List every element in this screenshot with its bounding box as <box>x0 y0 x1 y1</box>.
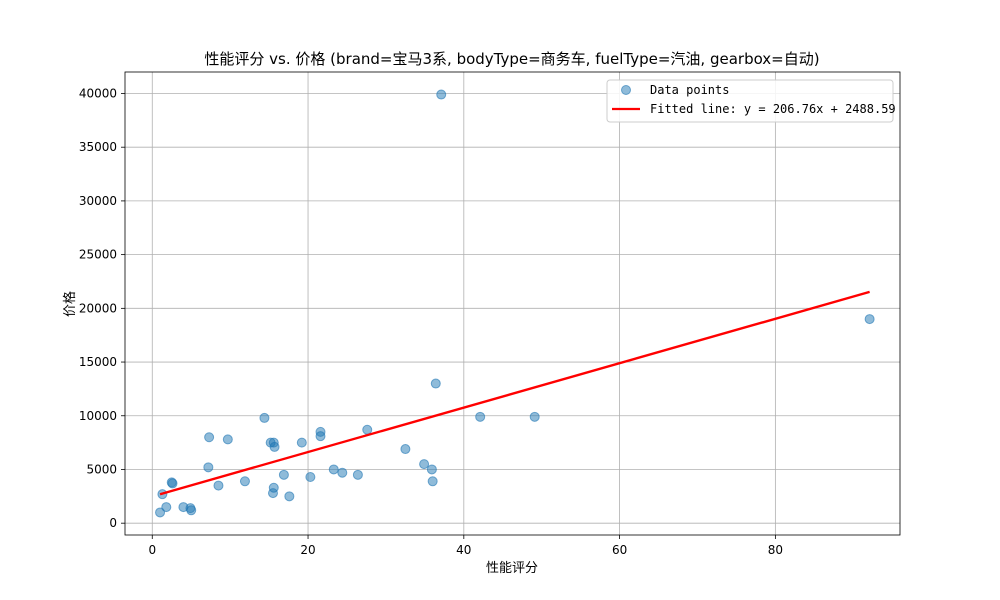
data-point <box>426 464 437 475</box>
x-axis-label: 性能评分 <box>486 561 538 576</box>
data-point <box>315 431 326 442</box>
y-tick-label: 20000 <box>79 301 117 315</box>
plot-frame <box>124 71 901 536</box>
fitted-line-series <box>159 290 870 496</box>
data-point <box>167 478 178 489</box>
data-point <box>352 469 363 480</box>
y-tick-label: 30000 <box>79 194 117 208</box>
data-point <box>296 437 307 448</box>
x-axis: 0 20 40 60 80 <box>148 535 783 557</box>
data-point <box>204 432 215 443</box>
data-point <box>155 507 166 518</box>
grid <box>125 72 900 535</box>
data-point <box>328 464 339 475</box>
x-tick-label: 40 <box>456 543 471 557</box>
x-tick-label: 20 <box>300 543 315 557</box>
data-point <box>186 505 197 516</box>
data-point <box>436 89 447 100</box>
data-point <box>427 476 438 487</box>
data-point <box>305 471 316 482</box>
data-point <box>259 412 270 423</box>
data-point <box>284 491 295 502</box>
y-tick-label: 5000 <box>86 462 117 476</box>
x-tick-label: 80 <box>768 543 783 557</box>
y-tick-label: 15000 <box>79 355 117 369</box>
data-point <box>430 378 441 389</box>
fitted-line <box>159 290 870 496</box>
data-point <box>400 444 411 455</box>
y-tick-label: 0 <box>109 516 117 530</box>
y-tick-label: 40000 <box>79 86 117 100</box>
data-point <box>337 467 348 478</box>
legend-label-fitted-line: Fitted line: y = 206.76x + 2488.59 <box>650 102 896 116</box>
data-point <box>161 502 172 513</box>
data-point <box>239 476 250 487</box>
data-point <box>213 480 224 491</box>
data-points-series <box>155 89 875 518</box>
data-point <box>269 441 280 452</box>
legend-marker-data-points <box>621 85 631 95</box>
y-tick-label: 10000 <box>79 409 117 423</box>
chart-title: 性能评分 vs. 价格 (brand=宝马3系, bodyType=商务车, f… <box>204 50 819 68</box>
data-point <box>222 434 233 445</box>
y-axis: 0 5000 10000 15000 20000 25000 30000 35000 40000 <box>79 86 125 530</box>
x-tick-label: 60 <box>612 543 627 557</box>
data-point <box>268 482 279 493</box>
y-tick-label: 25000 <box>79 248 117 262</box>
data-point <box>475 411 486 422</box>
data-point <box>864 314 875 325</box>
legend-label-data-points: Data points <box>650 83 729 97</box>
legend-box <box>606 79 894 123</box>
data-point <box>362 424 373 435</box>
y-axis-label: 价格 <box>62 291 78 317</box>
y-tick-label: 35000 <box>79 140 117 154</box>
data-point <box>529 411 540 422</box>
data-point <box>419 459 430 470</box>
data-point <box>203 462 214 473</box>
legend: Data points Fitted line: y = 206.76x + 2… <box>606 79 896 123</box>
data-point <box>278 469 289 480</box>
x-tick-label: 0 <box>148 543 156 557</box>
